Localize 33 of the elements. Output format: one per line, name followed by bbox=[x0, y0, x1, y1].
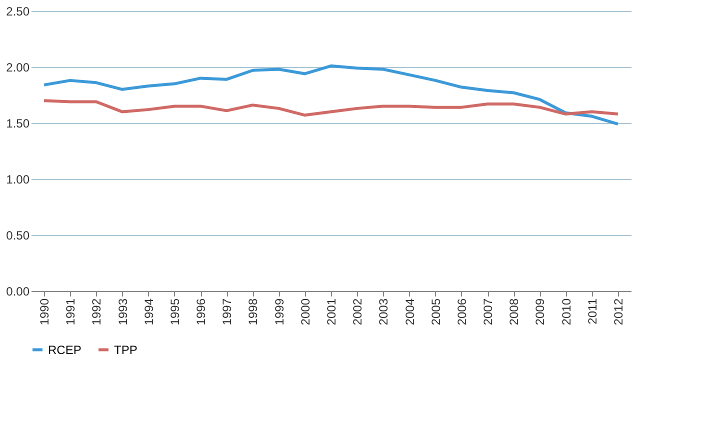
y-tick-label: 0.00 bbox=[6, 284, 30, 298]
x-tick-label: 2002 bbox=[350, 298, 365, 326]
x-tick-label: 1998 bbox=[246, 298, 260, 326]
legend-label: RCEP bbox=[48, 342, 82, 357]
x-tick-label: 1997 bbox=[220, 298, 234, 326]
x-tick-label: 1996 bbox=[194, 298, 208, 326]
x-tick-label: 2001 bbox=[324, 298, 338, 326]
x-tick-label: 2005 bbox=[428, 298, 443, 326]
x-tick-label: 2012 bbox=[611, 298, 626, 326]
x-tick-label: 2007 bbox=[481, 298, 496, 326]
x-tick-label: 1992 bbox=[90, 298, 104, 326]
x-tick-label: 1994 bbox=[142, 298, 156, 326]
y-tick-label: 0.50 bbox=[6, 228, 30, 242]
x-tick-label: 2010 bbox=[559, 298, 574, 326]
y-tick-label: 2.50 bbox=[6, 4, 30, 18]
x-tick-label: 1993 bbox=[116, 298, 130, 326]
x-tick-label: 2004 bbox=[402, 298, 417, 326]
y-tick-label: 1.00 bbox=[6, 172, 30, 186]
y-tick-label: 1.50 bbox=[6, 116, 30, 130]
x-tick-label: 1990 bbox=[38, 298, 52, 326]
x-tick-label: 1991 bbox=[64, 298, 78, 326]
x-tick-label: 2009 bbox=[533, 298, 548, 326]
line-series bbox=[42, 64, 620, 126]
x-tick-label: 2006 bbox=[454, 298, 469, 326]
x-tick-label: 1999 bbox=[272, 298, 286, 326]
legend-label: TPP bbox=[114, 342, 138, 357]
y-tick-label: 2.00 bbox=[6, 60, 30, 74]
x-tick-label: 2000 bbox=[298, 298, 312, 326]
x-tick-label: 1995 bbox=[168, 298, 182, 326]
x-tick-label: 2003 bbox=[376, 298, 391, 326]
x-tick-label: 2008 bbox=[507, 298, 522, 326]
line-series bbox=[42, 99, 620, 117]
x-tick-label: 2011 bbox=[585, 298, 600, 324]
